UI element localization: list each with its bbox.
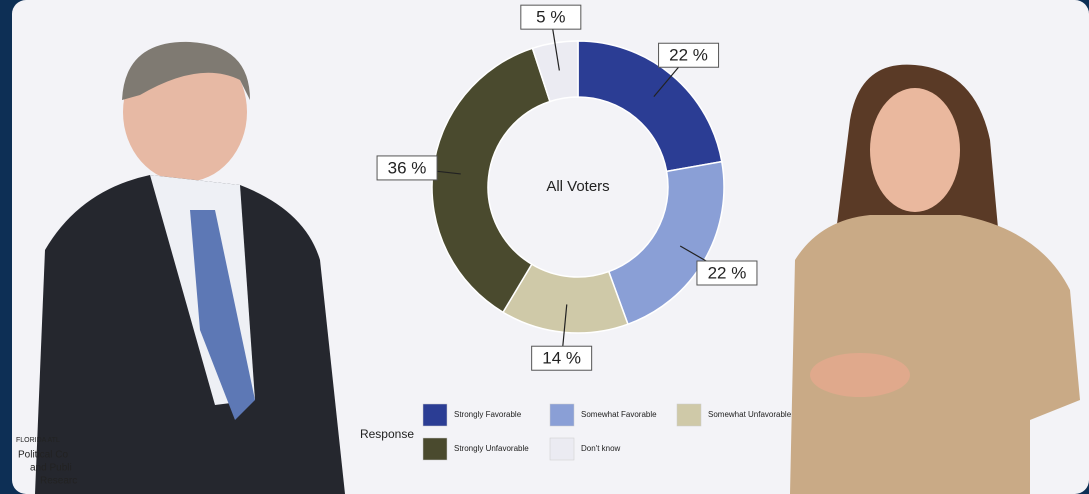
value-label-box <box>531 345 593 371</box>
legend-swatch <box>549 437 575 461</box>
legend-swatch <box>422 403 448 427</box>
legend-label: Somewhat Unfavorable <box>708 410 792 419</box>
donut-segment <box>531 40 579 103</box>
legend-swatch <box>422 437 448 461</box>
legend-label: Somewhat Favorable <box>581 410 657 419</box>
logo: FLORIDA ATL Political Co and Publi Resea… <box>16 437 77 487</box>
value-label-box <box>520 4 582 30</box>
legend-title: Response <box>360 427 414 441</box>
legend-swatch <box>676 403 702 427</box>
value-label: 5 % <box>536 8 565 27</box>
legend-label: Don't know <box>581 444 621 453</box>
logo-line: Researc <box>40 476 77 487</box>
legend-label: Strongly Unfavorable <box>454 444 529 453</box>
legend-swatch <box>549 403 575 427</box>
logo-line: Political Co <box>18 450 68 461</box>
center-label: All Voters <box>546 178 609 195</box>
value-label: 14 % <box>542 349 581 368</box>
donut-segment <box>607 160 725 326</box>
logo-line: FLORIDA ATL <box>16 437 60 444</box>
value-label-box <box>696 260 758 286</box>
value-label: 36 % <box>388 158 427 177</box>
presenter-right <box>790 64 1080 494</box>
donut-segment <box>431 47 551 314</box>
value-label: 22 % <box>708 263 747 282</box>
presenter-left <box>35 41 345 494</box>
value-label: 22 % <box>669 46 708 65</box>
value-label-box <box>376 155 438 181</box>
donut-segment <box>577 40 723 173</box>
legend-label: Strongly Favorable <box>454 410 522 419</box>
logo-line: and Publi <box>30 463 72 474</box>
value-label-box <box>658 42 720 68</box>
